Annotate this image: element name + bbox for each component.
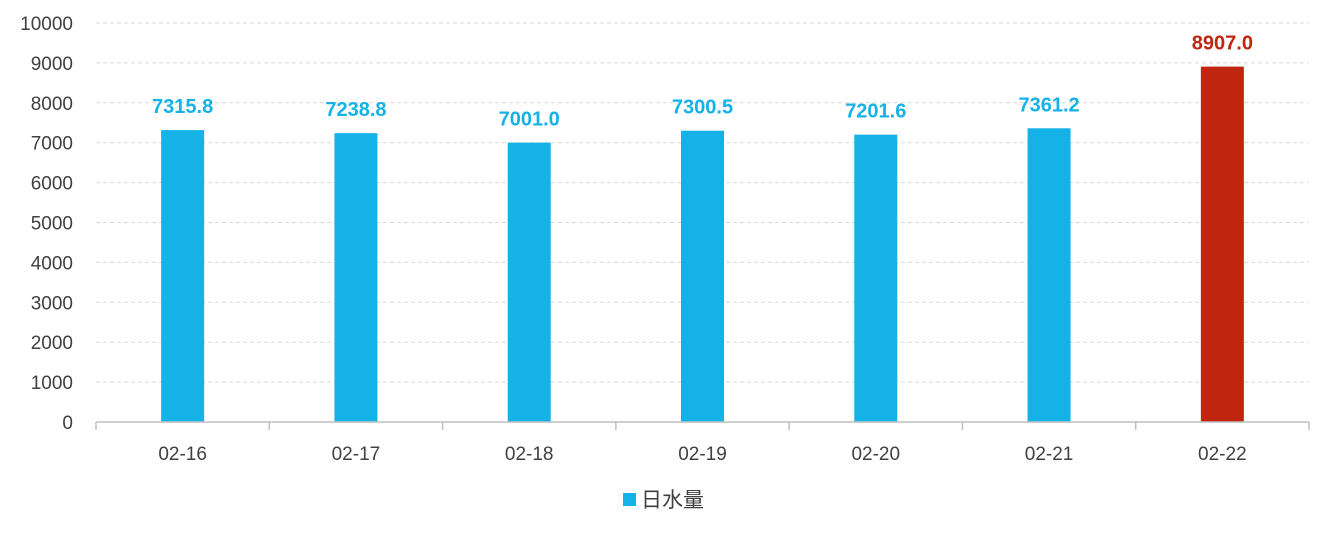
y-tick-label: 6000: [31, 174, 73, 195]
bar: [1200, 66, 1244, 422]
data-label: 7201.6: [845, 101, 906, 123]
y-tick-label: 7000: [31, 134, 73, 155]
data-label: 8907.0: [1192, 33, 1253, 55]
gridlines: [96, 22, 1309, 383]
bars: [161, 66, 1244, 422]
data-label: 7300.5: [672, 97, 733, 119]
y-axis: 0 1000 2000 3000 4000 5000 6000 7000 8000 9000 100…: [20, 14, 73, 434]
bar: [334, 133, 378, 422]
x-tick-label: 02-18: [505, 444, 554, 465]
legend-swatch: [623, 493, 636, 506]
y-tick-label: 3000: [31, 293, 73, 314]
bar: [507, 142, 551, 422]
x-tick-label: 02-20: [851, 444, 900, 465]
data-label: 7238.8: [325, 99, 386, 121]
y-tick-label: 1000: [31, 373, 73, 394]
y-tick-label: 5000: [31, 214, 73, 235]
bar: [1027, 128, 1071, 422]
legend-label: 日水量: [641, 488, 704, 512]
y-tick-label: 0: [62, 413, 73, 434]
x-tick-label: 02-19: [678, 444, 727, 465]
y-tick-label: 8000: [31, 94, 73, 115]
legend: 日水量: [623, 488, 704, 512]
data-labels: 7315.8 7238.8 7001.0 7300.5 7201.6 7361.2 8907…: [152, 33, 1253, 131]
data-label: 7361.2: [1018, 94, 1079, 116]
y-tick-label: 10000: [20, 14, 73, 35]
x-tick-label: 02-21: [1025, 444, 1074, 465]
bar: [854, 134, 898, 422]
x-axis: 02-16 02-17 02-18 02-19 02-20 02-21 02-22: [95, 421, 1310, 465]
y-tick-label: 4000: [31, 253, 73, 274]
x-tick-label: 02-22: [1198, 444, 1247, 465]
y-tick-label: 2000: [31, 333, 73, 354]
data-label: 7001.0: [499, 109, 560, 131]
bar: [161, 130, 205, 422]
x-tick-label: 02-17: [332, 444, 381, 465]
bar: [681, 130, 724, 422]
data-label: 7315.8: [152, 96, 213, 118]
y-tick-label: 9000: [31, 54, 73, 75]
x-tick-label: 02-16: [158, 444, 207, 465]
